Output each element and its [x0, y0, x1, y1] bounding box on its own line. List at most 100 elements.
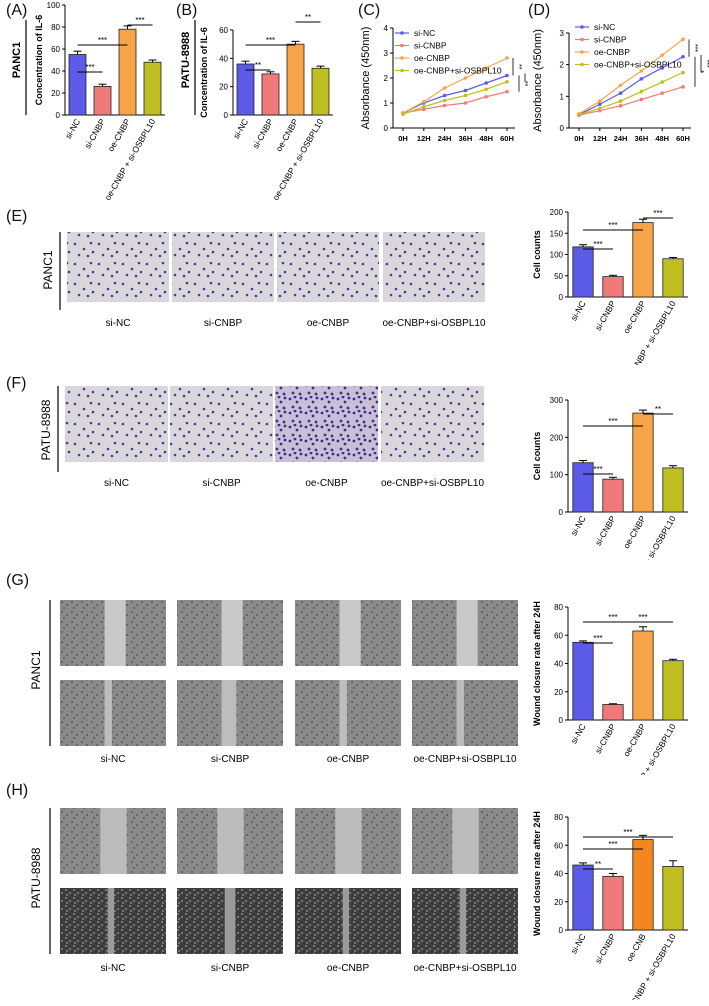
data-point [422, 99, 426, 104]
y-tick-label: 20 [51, 89, 60, 98]
y-tick-label: 1 [560, 92, 565, 101]
significance-label: ** [305, 13, 311, 22]
cell-line-label: PANC1 [11, 42, 23, 78]
x-tick-label: 24H [438, 134, 452, 143]
x-tick-label: oe-CNBP [621, 299, 648, 335]
x-tick-label: si-CNBP [593, 514, 618, 548]
x-tick-label: oe-CNBP + si-OSBPL10 [623, 932, 678, 1000]
group-label: oe-CNBP [307, 318, 350, 329]
data-point [422, 107, 426, 112]
y-tick-label: 0 [56, 111, 61, 120]
data-point [681, 54, 685, 59]
significance-label: *** [135, 16, 144, 25]
series-line-4 [578, 72, 684, 116]
legend-marker [400, 56, 404, 60]
wound-gap [100, 808, 127, 874]
significance-label: *** [653, 209, 662, 218]
significance-label: ** [655, 405, 661, 414]
y-axis-label: Wound closure rate after 24H [532, 601, 542, 726]
cell-line-label: PANC1 [29, 650, 43, 689]
y-tick-label: 60 [219, 26, 228, 35]
transwell-image-e-4 [383, 232, 485, 302]
panel-label-d: (D) [528, 2, 551, 19]
significance-label: *** [638, 613, 647, 622]
data-point [484, 94, 488, 99]
y-tick-label: 0 [559, 926, 564, 935]
data-point [442, 86, 447, 90]
data-point [639, 89, 644, 94]
data-point [422, 104, 426, 109]
x-tick-label: oe-CNB [624, 932, 648, 963]
group-label: si-CNBP [211, 963, 250, 974]
bar-4 [662, 866, 684, 931]
data-point [484, 87, 488, 92]
data-point [505, 56, 509, 60]
wound-gap [104, 680, 112, 746]
y-tick-label: 40 [51, 67, 60, 76]
legend-marker [400, 68, 404, 73]
series-line-3 [578, 38, 684, 115]
bar-3 [632, 839, 654, 931]
wound-gap [221, 600, 243, 666]
data-point [660, 80, 664, 84]
wound-gap [217, 808, 244, 874]
panel-label-g: (G) [6, 572, 30, 589]
y-tick-label: 2 [384, 74, 389, 83]
x-tick-label: oe-CNBP + si-OSBPL10 [270, 117, 325, 202]
significance-label: *** [266, 36, 275, 45]
data-point [681, 70, 685, 75]
x-tick-label: 12H [417, 134, 431, 143]
data-point [618, 91, 623, 95]
x-tick-label: oe-CNBP [106, 117, 133, 153]
cell-line-label: PANC1 [41, 250, 55, 289]
bar-1 [236, 63, 255, 116]
legend-label: si-CNBP [594, 35, 627, 45]
x-tick-label: 0H [574, 134, 584, 143]
x-tick-label: 60H [500, 134, 514, 143]
y-tick-label: 0 [559, 716, 564, 725]
legend-marker [580, 37, 584, 42]
legend-marker [400, 43, 404, 48]
y-tick-label: 150 [550, 229, 564, 238]
bar-3 [286, 43, 305, 116]
y-tick-label: 4 [384, 24, 389, 33]
data-point [639, 77, 644, 81]
bar-4 [143, 61, 162, 116]
group-label: si-NC [101, 963, 126, 974]
group-label: oe-CNBP+si-OSBPL10 [381, 478, 485, 489]
wound-gap [335, 808, 362, 874]
wound-gap [107, 888, 115, 954]
bar-1 [572, 864, 594, 931]
x-tick-label: 48H [479, 134, 493, 143]
y-tick-label: 80 [554, 603, 563, 612]
significance-label: ** [255, 61, 261, 70]
legend-label: oe-CNBP+si-OSBPL10 [594, 60, 682, 70]
chart-d: 0 1 2 3 0H 12H 24H 36H 48H 60H Absorbance (450nm) s… [532, 22, 709, 143]
panel-label-c: (C) [358, 2, 381, 19]
legend-label: oe-CNBP [594, 47, 630, 57]
y-tick-label: 100 [550, 251, 564, 260]
legend-label: si-CNBP [414, 41, 447, 51]
legend-label: si-NC [414, 28, 435, 38]
bar-4 [662, 660, 684, 721]
transwell-image-e-2 [172, 232, 274, 302]
group-label: si-NC [101, 754, 126, 765]
x-tick-label: 0H [398, 134, 408, 143]
y-tick-label: 300 [550, 396, 564, 405]
significance-label: *** [98, 36, 107, 45]
x-tick-label: si-CNBP [593, 299, 618, 333]
data-point [505, 79, 509, 84]
legend-marker [580, 25, 584, 29]
wound-gap [339, 600, 361, 666]
data-point [660, 91, 664, 95]
y-tick-label: 60 [51, 45, 60, 54]
y-tick-label: 0 [559, 508, 564, 517]
y-tick-label: 20 [219, 83, 228, 92]
series-line-2 [578, 86, 684, 116]
transwell-image-f-3 [275, 386, 378, 462]
panel-label-e: (E) [6, 208, 28, 225]
group-label: oe-CNBP [327, 754, 370, 765]
y-axis-label: Concentration of IL-6 [199, 27, 209, 118]
x-tick-label: 36H [459, 134, 473, 143]
